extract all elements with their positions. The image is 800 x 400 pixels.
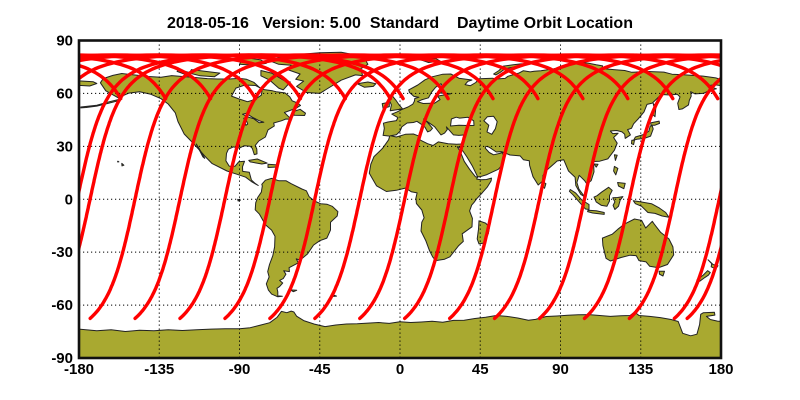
y-tick-label: -30 — [51, 244, 73, 261]
landmass-hokkaido — [650, 120, 660, 126]
landmass-hainan — [593, 163, 599, 168]
landmass-tasmania — [658, 270, 665, 277]
orbit-track — [0, 55, 31, 318]
orbit-track — [685, 240, 721, 321]
y-tick-label: -90 — [51, 350, 73, 367]
x-tick-label: 180 — [708, 361, 733, 378]
landmass-cuba — [248, 158, 268, 165]
orbit-tracks-layer — [0, 53, 800, 321]
landmass-iceland — [356, 81, 377, 88]
water-persian-gulf — [484, 145, 502, 156]
orbit-track — [777, 55, 800, 318]
landmass-java — [587, 209, 605, 215]
landmass-hawaii-2 — [117, 160, 120, 163]
landmass-sulawesi — [612, 196, 624, 210]
landmass-luzon — [613, 165, 619, 176]
y-tick-label: 0 — [65, 191, 73, 208]
water-mediterranean-sea — [390, 118, 466, 146]
y-tick-label: 30 — [56, 138, 73, 155]
y-tick-label: 60 — [56, 85, 73, 102]
y-axis-labels: 90 60 30 0 -30 -60 -90 — [51, 33, 73, 368]
landmass-australia — [601, 218, 675, 269]
water-caspian-sea — [483, 115, 498, 135]
y-tick-label: 90 — [56, 33, 73, 50]
x-axis-labels: -180 -135 -90 -45 0 45 90 135 180 — [64, 361, 734, 378]
y-tick-label: -60 — [51, 297, 73, 314]
orbit-track — [582, 58, 721, 321]
landmass-taiwan — [613, 154, 618, 161]
chart-title: 2018-05-16 Version: 5.00 Standard Daytim… — [167, 15, 633, 32]
landmass-great-britain — [388, 95, 404, 112]
orbit-track — [672, 182, 721, 321]
plot-frame — [77, 39, 723, 360]
orbit-track — [732, 55, 800, 318]
landmass-borneo — [593, 186, 613, 207]
x-tick-label: 135 — [628, 361, 653, 378]
orbit-track — [627, 76, 721, 321]
landmass-hawaii — [121, 162, 125, 167]
orbit-track — [79, 53, 405, 255]
x-tick-label: -90 — [229, 361, 251, 378]
x-tick-label: -45 — [309, 361, 331, 378]
x-tick-label: 90 — [552, 361, 569, 378]
landmass-afro-eurasia — [368, 61, 721, 262]
landmass-new-guinea — [632, 200, 670, 218]
x-tick-label: 0 — [396, 361, 404, 378]
x-tick-label: -180 — [64, 361, 94, 378]
landmass-mindanao — [617, 182, 626, 190]
landmass-falklands — [289, 289, 298, 293]
landmass-baja-california — [195, 143, 206, 159]
landmass-kyushu — [631, 139, 635, 146]
landmass-antarctica — [79, 310, 721, 358]
x-tick-label: -135 — [144, 361, 174, 378]
landmass-chukotka-fragment — [79, 80, 98, 87]
orbit-track — [537, 54, 721, 321]
x-tick-label: 45 — [472, 361, 489, 378]
